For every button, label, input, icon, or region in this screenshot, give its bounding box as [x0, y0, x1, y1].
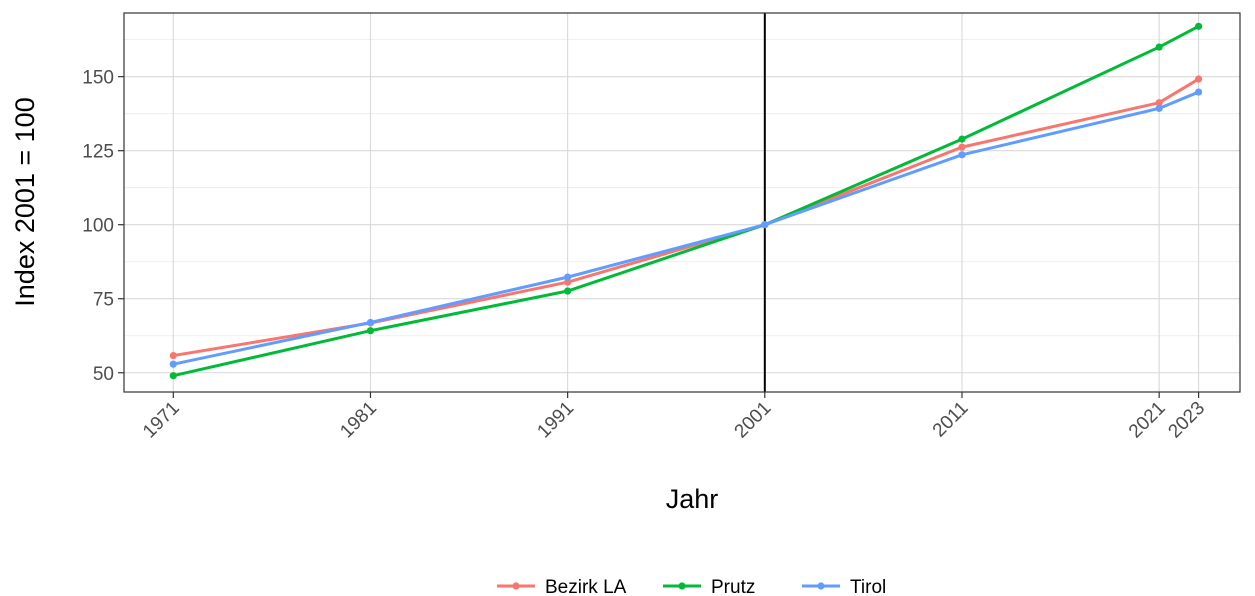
data-point-tirol [1155, 104, 1163, 112]
panel-border [123, 12, 1241, 393]
legend-key-point-tirol [817, 582, 825, 590]
data-point-prutz [958, 135, 966, 143]
x-tick-label: 2023 [1164, 398, 1209, 443]
data-point-tirol [761, 221, 769, 229]
legend-key-point-bezirk-la [512, 582, 520, 590]
data-point-prutz [366, 327, 375, 335]
data-point-tirol [958, 151, 966, 159]
data-point-bezirk-la [1155, 99, 1163, 107]
x-axis-title: Jahr [666, 484, 719, 514]
data-point-tirol [366, 318, 375, 327]
data-point-prutz [169, 372, 177, 380]
x-tick-label: 2001 [731, 398, 776, 443]
x-tick-label: 2011 [929, 398, 973, 442]
y-tick-label: 100 [82, 216, 114, 237]
data-point-prutz [564, 287, 572, 295]
data-point-tirol [564, 273, 572, 281]
data-point-bezirk-la [1194, 75, 1203, 83]
series-lines [169, 22, 1203, 380]
data-point-tirol [169, 360, 177, 368]
data-point-tirol [1194, 88, 1203, 96]
x-tick-label: 1971 [139, 398, 184, 443]
y-tick-label: 75 [93, 290, 114, 311]
data-point-prutz [1194, 22, 1203, 30]
x-tick-label: 1991 [533, 398, 578, 443]
data-point-bezirk-la [564, 278, 572, 286]
y-tick-label: 150 [82, 68, 114, 89]
legend-label-bezirk-la: Bezirk LA [545, 577, 627, 596]
y-tick-label: 125 [82, 142, 114, 163]
legend: Bezirk LA Prutz Tirol [497, 577, 886, 596]
x-tick-label: 1981 [336, 398, 381, 443]
y-tick-label: 50 [93, 364, 114, 385]
x-tick-label: 2021 [1125, 398, 1170, 443]
data-point-bezirk-la [958, 143, 966, 151]
legend-label-prutz: Prutz [711, 577, 755, 596]
major-grid [124, 13, 1240, 392]
y-axis-title: Index 2001 = 100 [10, 97, 40, 306]
y-axis-ticks: 50 75 100 125 150 [82, 68, 124, 385]
data-point-prutz [1155, 43, 1163, 51]
legend-label-tirol: Tirol [850, 577, 886, 596]
data-point-bezirk-la [169, 351, 177, 360]
legend-key-point-prutz [678, 582, 686, 590]
